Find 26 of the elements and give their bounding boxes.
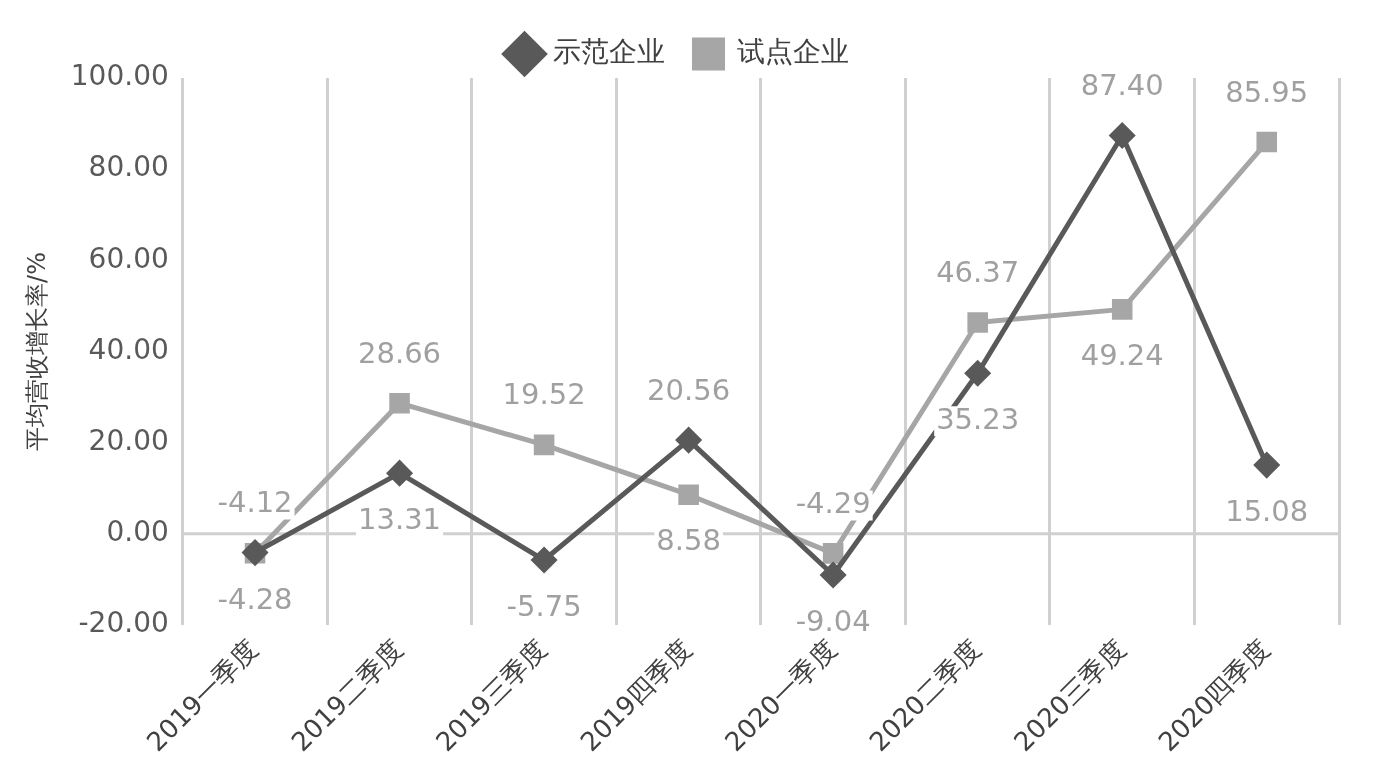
data-label: 35.23 (936, 401, 1020, 436)
y-tick-label: -20.00 (78, 606, 169, 640)
data-label: 15.08 (1225, 493, 1309, 528)
data-label: -5.75 (506, 588, 582, 623)
data-label: -4.29 (795, 485, 871, 520)
data-label: -4.28 (217, 581, 293, 616)
data-label: 28.66 (358, 335, 442, 370)
data-label: 85.95 (1225, 74, 1309, 109)
data-label: 49.24 (1080, 337, 1164, 372)
data-label: -4.12 (217, 485, 293, 520)
legend-label: 示范企业 (552, 35, 665, 69)
data-label: 19.52 (502, 377, 586, 412)
legend-label: 试点企业 (736, 35, 849, 69)
y-tick-label: 20.00 (88, 423, 169, 457)
y-tick-label: 60.00 (88, 241, 169, 275)
y-tick-label: 100.00 (70, 59, 169, 93)
data-label: -9.04 (795, 603, 871, 638)
data-label: 20.56 (647, 372, 731, 407)
y-tick-label: 40.00 (88, 332, 169, 366)
data-label: 46.37 (936, 254, 1020, 289)
data-label: 13.31 (358, 501, 442, 536)
y-axis-title: 平均营收增长率/% (22, 252, 51, 451)
y-tick-label: 0.00 (106, 515, 169, 549)
y-tick-label: 80.00 (88, 150, 169, 184)
data-label: 87.40 (1080, 67, 1164, 102)
data-label: 8.58 (656, 523, 721, 558)
